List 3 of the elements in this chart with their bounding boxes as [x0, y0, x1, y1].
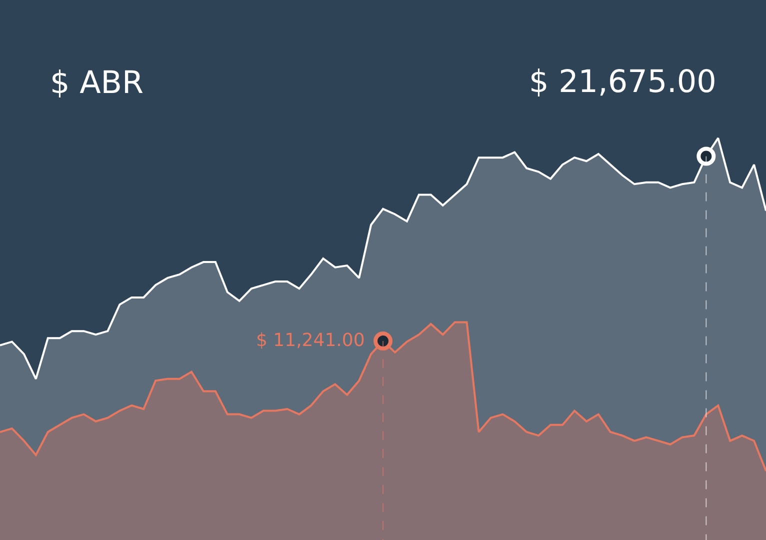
text: $ ABR — [50, 64, 144, 101]
data-label: $ 11,241.00 — [256, 330, 365, 351]
data-label: $ 21,675.00 — [529, 64, 716, 100]
